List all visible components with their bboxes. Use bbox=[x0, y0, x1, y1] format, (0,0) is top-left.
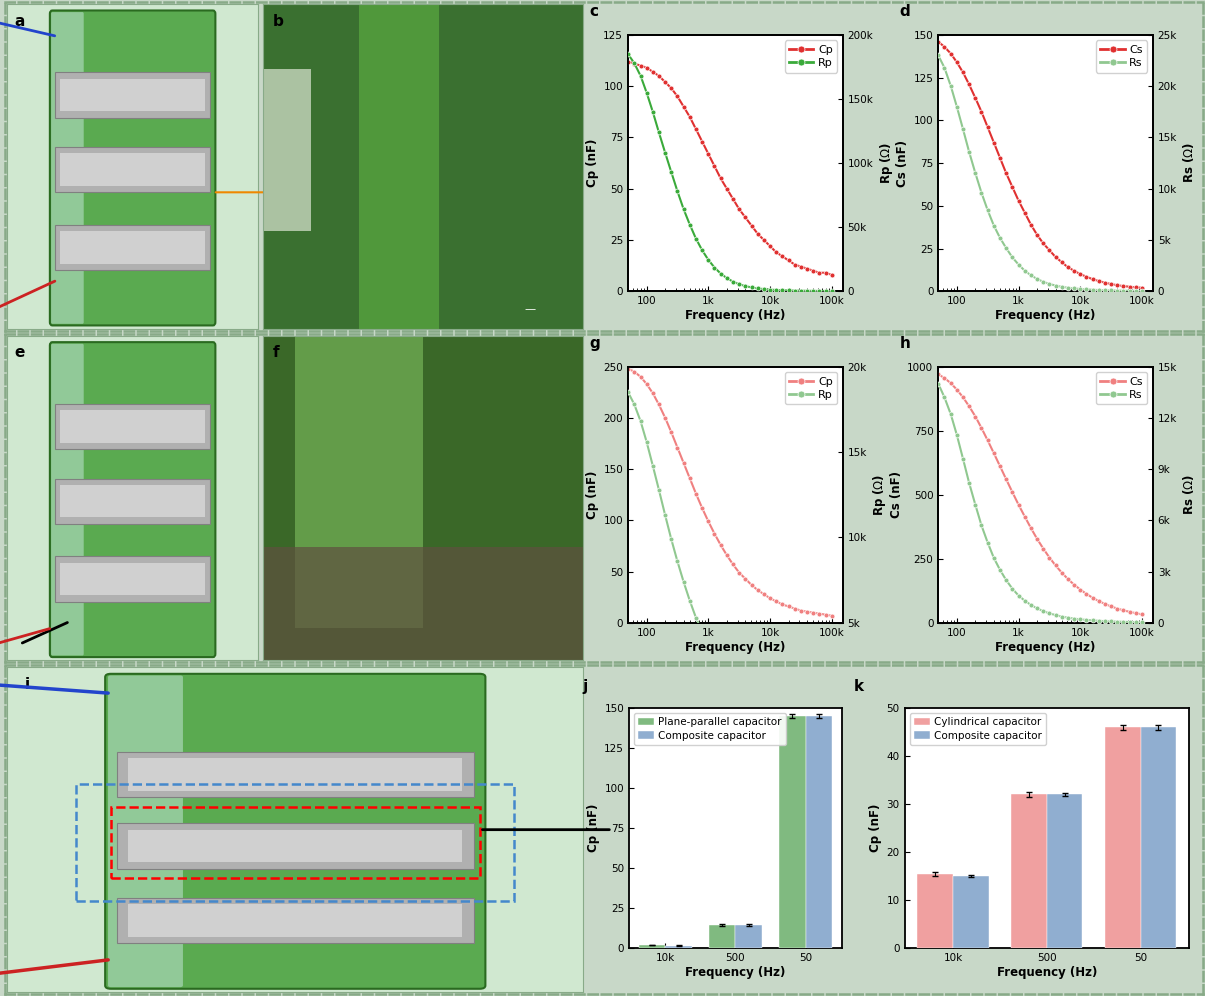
Bar bbox=[263, 69, 311, 231]
Y-axis label: Rp ($\Omega$): Rp ($\Omega$) bbox=[871, 473, 888, 516]
Bar bbox=[953, 876, 988, 948]
X-axis label: Frequency (Hz): Frequency (Hz) bbox=[995, 309, 1095, 322]
FancyBboxPatch shape bbox=[108, 675, 183, 987]
Bar bbox=[735, 925, 762, 948]
FancyBboxPatch shape bbox=[49, 11, 216, 326]
Bar bbox=[917, 873, 953, 948]
X-axis label: Frequency (Hz): Frequency (Hz) bbox=[686, 309, 786, 322]
Legend: Cp, Rp: Cp, Rp bbox=[784, 373, 837, 404]
Bar bbox=[55, 478, 211, 524]
Bar bbox=[128, 758, 463, 791]
Y-axis label: Cp (nF): Cp (nF) bbox=[869, 804, 882, 853]
Bar bbox=[60, 485, 205, 518]
Legend: Cs, Rs: Cs, Rs bbox=[1097, 373, 1147, 404]
FancyBboxPatch shape bbox=[51, 344, 83, 655]
Bar bbox=[709, 925, 735, 948]
Text: k: k bbox=[853, 678, 864, 693]
Bar bbox=[117, 752, 474, 797]
Text: e: e bbox=[14, 346, 25, 361]
Bar bbox=[1011, 795, 1047, 948]
Bar bbox=[128, 904, 463, 937]
Bar bbox=[778, 716, 806, 948]
Y-axis label: Cs (nF): Cs (nF) bbox=[890, 471, 903, 518]
Bar bbox=[639, 945, 665, 948]
Bar bbox=[76, 784, 515, 901]
Y-axis label: Cp (nF): Cp (nF) bbox=[587, 804, 600, 853]
Text: —: — bbox=[524, 305, 535, 315]
Bar bbox=[60, 79, 205, 112]
Text: f: f bbox=[272, 346, 280, 361]
FancyBboxPatch shape bbox=[49, 343, 216, 657]
Bar bbox=[1140, 727, 1176, 948]
Y-axis label: Rp ($\Omega$): Rp ($\Omega$) bbox=[877, 141, 894, 184]
Legend: Cylindrical capacitor, Composite capacitor: Cylindrical capacitor, Composite capacit… bbox=[910, 713, 1046, 745]
Text: g: g bbox=[589, 336, 600, 352]
Text: j: j bbox=[582, 678, 587, 693]
Bar bbox=[117, 897, 474, 943]
Bar bbox=[55, 557, 211, 602]
FancyBboxPatch shape bbox=[105, 674, 486, 989]
X-axis label: Frequency (Hz): Frequency (Hz) bbox=[686, 640, 786, 653]
Bar bbox=[359, 4, 439, 329]
Y-axis label: Rs ($\Omega$): Rs ($\Omega$) bbox=[1181, 142, 1197, 183]
Y-axis label: Cs (nF): Cs (nF) bbox=[897, 139, 910, 186]
Bar bbox=[806, 716, 833, 948]
Text: c: c bbox=[589, 4, 599, 20]
Legend: Cp, Rp: Cp, Rp bbox=[784, 41, 837, 73]
Bar bbox=[263, 547, 583, 660]
Bar bbox=[295, 336, 423, 627]
Bar bbox=[55, 72, 211, 118]
Bar bbox=[60, 153, 205, 186]
Bar bbox=[128, 830, 463, 863]
X-axis label: Frequency (Hz): Frequency (Hz) bbox=[995, 640, 1095, 653]
Bar bbox=[1047, 795, 1082, 948]
Y-axis label: Rs ($\Omega$): Rs ($\Omega$) bbox=[1181, 474, 1197, 515]
Bar bbox=[55, 225, 211, 270]
Text: h: h bbox=[900, 336, 911, 352]
Bar bbox=[111, 807, 480, 878]
Bar bbox=[60, 410, 205, 443]
Bar bbox=[60, 563, 205, 596]
Bar bbox=[55, 403, 211, 449]
Text: i: i bbox=[24, 677, 30, 692]
Text: d: d bbox=[900, 4, 910, 20]
Bar bbox=[117, 823, 474, 869]
Legend: Plane-parallel capacitor, Composite capacitor: Plane-parallel capacitor, Composite capa… bbox=[634, 713, 786, 745]
Bar bbox=[60, 231, 205, 264]
Text: b: b bbox=[272, 14, 283, 29]
X-axis label: Frequency (Hz): Frequency (Hz) bbox=[686, 966, 786, 979]
Text: a: a bbox=[14, 14, 25, 29]
Bar bbox=[55, 146, 211, 192]
Bar bbox=[665, 945, 692, 948]
Y-axis label: Cp (nF): Cp (nF) bbox=[586, 138, 599, 187]
Bar bbox=[1105, 727, 1140, 948]
X-axis label: Frequency (Hz): Frequency (Hz) bbox=[997, 966, 1097, 979]
FancyBboxPatch shape bbox=[51, 12, 83, 324]
Legend: Cs, Rs: Cs, Rs bbox=[1097, 41, 1147, 73]
Y-axis label: Cp (nF): Cp (nF) bbox=[586, 470, 599, 519]
